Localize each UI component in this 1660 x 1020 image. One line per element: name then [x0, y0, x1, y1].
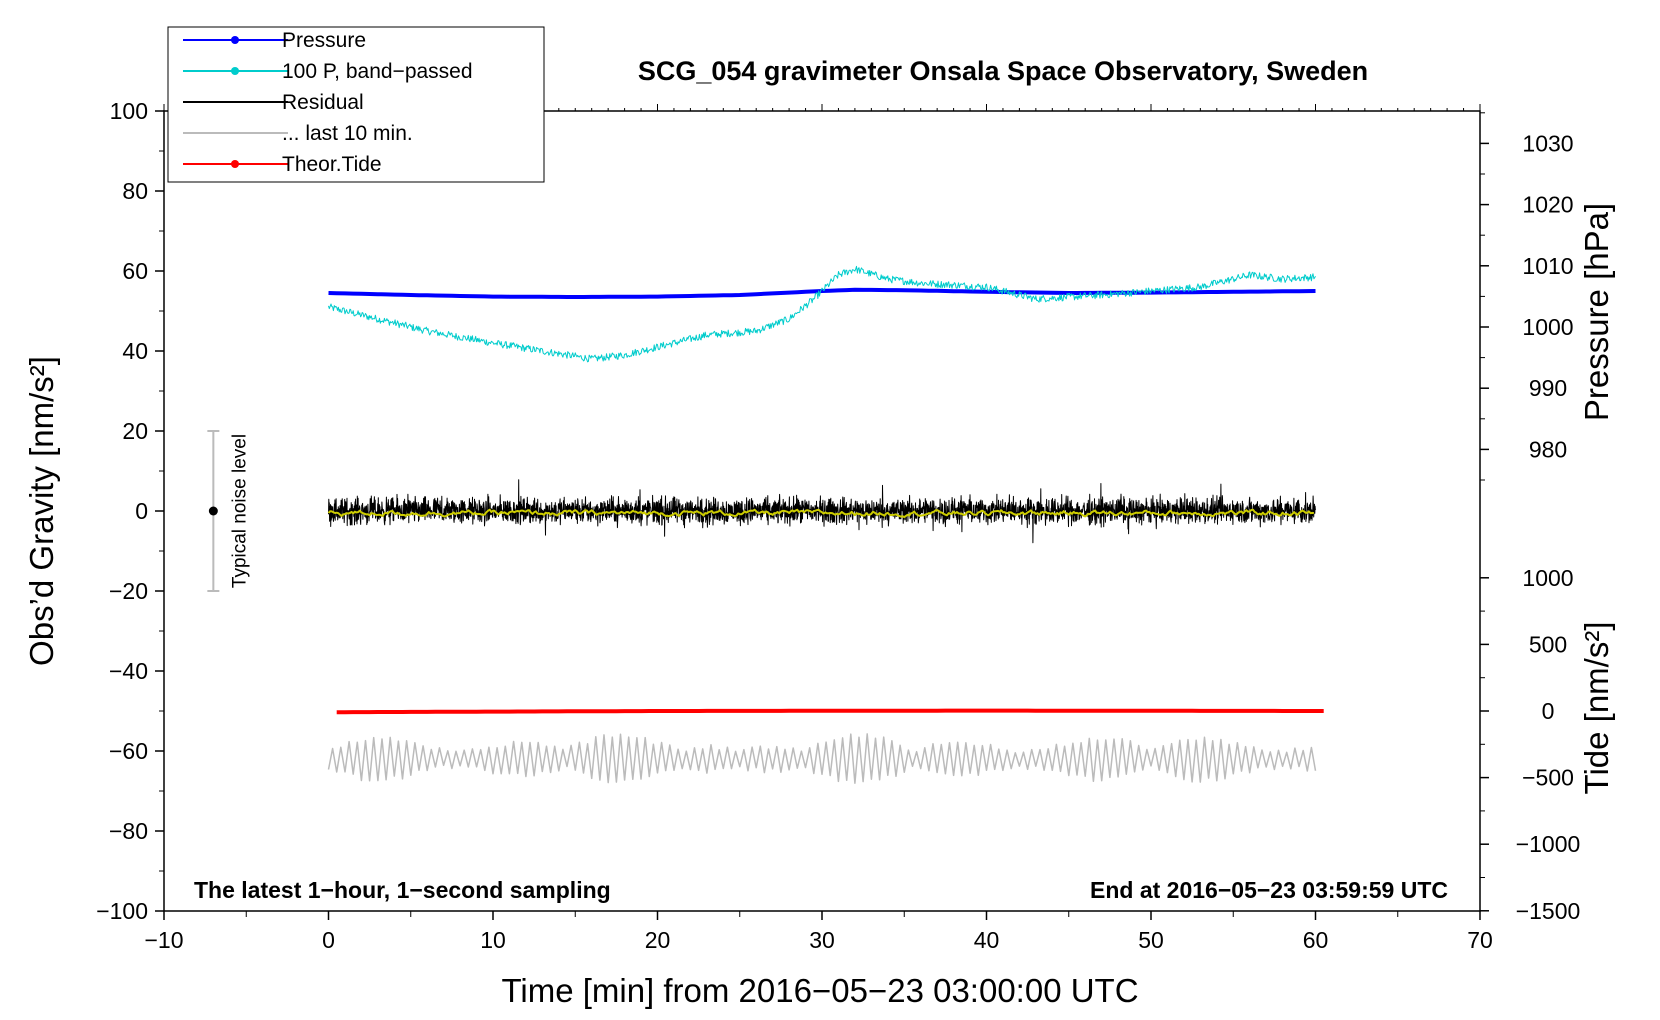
legend-label: Pressure: [282, 29, 366, 52]
x-tick-label: 10: [480, 927, 506, 953]
chart-title: SCG_054 gravimeter Onsala Space Observat…: [638, 56, 1368, 86]
x-tick-label: 20: [645, 927, 671, 953]
tide-tick-label: −1500: [1516, 898, 1581, 924]
x-tick-label: 60: [1303, 927, 1329, 953]
y-tick-label: −40: [109, 658, 148, 684]
legend-marker: [231, 67, 239, 75]
pressure-tick-label: 990: [1529, 375, 1567, 401]
noise-label: Typical noise level: [229, 434, 250, 588]
axis-tick-labels: −10 0 10 20 30 40 50 60 70−100−80−60−40−20020406…: [96, 98, 1580, 953]
legend-label: 100 P, band−passed: [282, 60, 473, 83]
pressure-tick-label: 1020: [1522, 192, 1573, 218]
legend-box: [167, 26, 545, 183]
tide-tick-label: −1000: [1516, 831, 1581, 857]
x-tick-label: 50: [1138, 927, 1164, 953]
noise-indicator: Typical noise level: [207, 430, 250, 592]
legend-label: Residual: [282, 91, 364, 114]
noise-center-dot: [208, 506, 218, 516]
y-tick-label: 40: [122, 338, 148, 364]
tide-tick-label: −500: [1522, 765, 1574, 791]
y-axis-title-pressure: Pressure [hPa]: [1578, 203, 1615, 421]
series-pressure: [328, 287, 1316, 299]
legend-label: ... last 10 min.: [282, 122, 413, 145]
y-tick-label: 80: [122, 178, 148, 204]
series-last-10-min: [327, 733, 1317, 784]
series-group: [327, 265, 1324, 784]
series-residual: [328, 479, 1316, 544]
x-tick-label: 0: [322, 927, 335, 953]
y-tick-label: 20: [122, 418, 148, 444]
pressure-tick-label: 1030: [1522, 130, 1573, 156]
y-tick-label: −80: [109, 818, 148, 844]
legend-marker: [231, 160, 239, 168]
pressure-tick-label: 1010: [1522, 253, 1573, 279]
tide-tick-label: 1000: [1522, 565, 1573, 591]
x-axis-title: Time [min] from 2016−05−23 03:00:00 UTC: [501, 972, 1138, 1009]
x-tick-label: 70: [1467, 927, 1493, 953]
pressure-tick-label: 1000: [1522, 314, 1573, 340]
y-axis-title-left: Obs’d Gravity [nm/s²]: [23, 356, 60, 666]
tide-tick-label: 500: [1529, 631, 1567, 657]
y-axis-title-tide: Tide [nm/s²]: [1578, 622, 1615, 795]
annotation-left: The latest 1−hour, 1−second sampling: [194, 877, 611, 903]
x-tick-label: 40: [974, 927, 1000, 953]
tide-tick-label: 0: [1542, 698, 1555, 724]
legend-label: Theor.Tide: [282, 153, 382, 176]
legend: Pressure 100 P, band−passed Residual ... la…: [167, 26, 545, 183]
y-tick-label: −20: [109, 578, 148, 604]
y-tick-label: −100: [96, 898, 148, 924]
y-tick-label: 100: [110, 98, 148, 124]
series-residual-smoothed: [327, 508, 1315, 519]
y-tick-label: 60: [122, 258, 148, 284]
y-tick-label: 0: [135, 498, 148, 524]
annotation-right: End at 2016−05−23 03:59:59 UTC: [1090, 877, 1448, 903]
series-pressure-bandpassed: [328, 265, 1316, 363]
pressure-tick-label: 980: [1529, 436, 1567, 462]
x-tick-label: 30: [809, 927, 835, 953]
series-theoretical-tide: [336, 708, 1324, 715]
x-tick-label: −10: [144, 927, 183, 953]
legend-marker: [231, 36, 239, 44]
y-tick-label: −60: [109, 738, 148, 764]
